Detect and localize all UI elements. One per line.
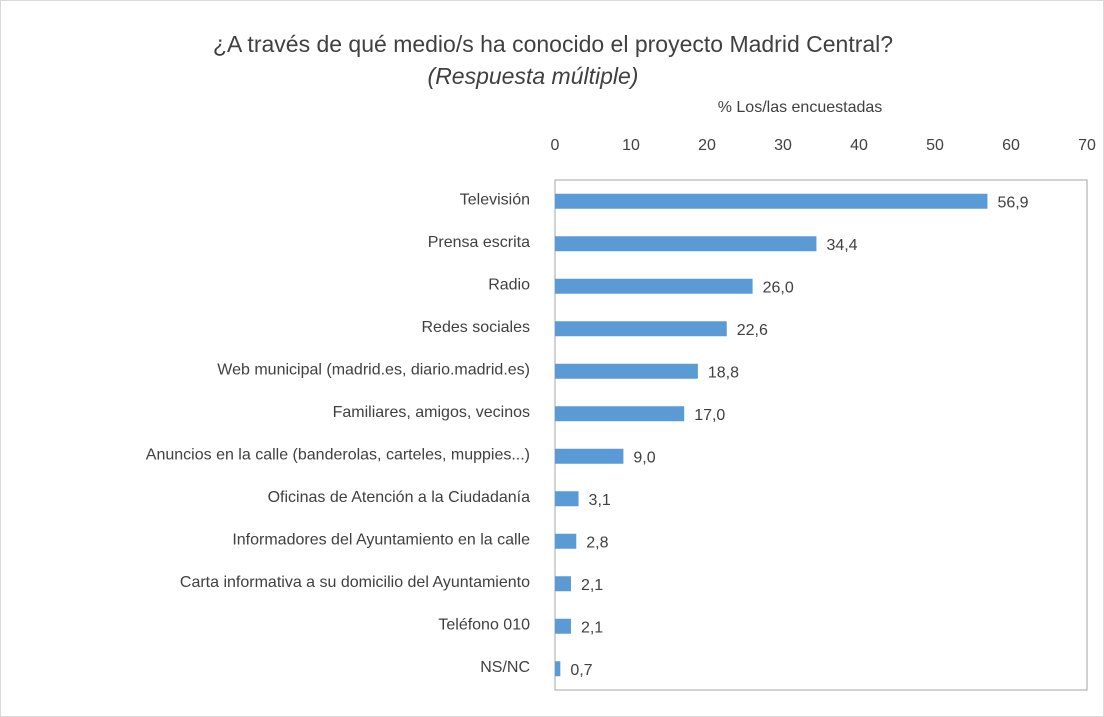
x-axis-title: % Los/las encuestadas [718, 99, 883, 116]
y-tick-label: Redes sociales [422, 319, 531, 336]
bar [555, 491, 579, 507]
y-tick-label: Carta informativa a su domicilio del Ayu… [180, 574, 530, 591]
data-label: 18,8 [708, 364, 739, 381]
x-tick-label: 70 [1078, 137, 1096, 154]
data-label: 9,0 [633, 449, 655, 466]
y-tick-label: Prensa escrita [428, 234, 530, 251]
x-tick-label: 60 [1002, 137, 1020, 154]
y-tick-label: Anuncios en la calle (banderolas, cartel… [146, 446, 530, 463]
x-tick-label: 10 [622, 137, 640, 154]
data-label: 56,9 [997, 194, 1028, 211]
chart-title: ¿A través de qué medio/s ha conocido el … [213, 31, 893, 57]
bar [555, 661, 561, 677]
y-tick-label: NS/NC [480, 659, 530, 676]
chart-subtitle: (Respuesta múltiple) [428, 63, 639, 89]
bar [555, 363, 698, 379]
y-tick-label: Radio [488, 276, 530, 293]
data-label: 2,1 [581, 577, 603, 594]
data-label: 3,1 [589, 492, 611, 509]
bar [555, 193, 988, 209]
y-tick-label: Televisión [460, 191, 530, 208]
x-tick-label: 20 [698, 137, 716, 154]
bar [555, 533, 577, 549]
data-label: 2,1 [581, 619, 603, 636]
x-tick-label: 40 [850, 137, 868, 154]
y-tick-label: Oficinas de Atención a la Ciudadanía [268, 489, 531, 506]
data-label: 26,0 [763, 279, 794, 296]
data-label: 22,6 [737, 322, 768, 339]
bar [555, 406, 685, 422]
data-label: 17,0 [694, 407, 725, 424]
bar [555, 278, 753, 294]
x-tick-label: 0 [551, 137, 560, 154]
y-tick-label: Teléfono 010 [438, 616, 530, 633]
data-label: 0,7 [570, 662, 592, 679]
bar [555, 618, 571, 634]
bar [555, 321, 727, 337]
y-tick-label: Informadores del Ayuntamiento en la call… [232, 531, 530, 548]
bar [555, 448, 624, 464]
data-label: 2,8 [586, 534, 608, 551]
data-label: 34,4 [826, 237, 857, 254]
bar [555, 576, 571, 592]
y-tick-label: Web municipal (madrid.es, diario.madrid.… [217, 361, 530, 378]
x-tick-label: 50 [926, 137, 944, 154]
y-tick-label: Familiares, amigos, vecinos [333, 404, 530, 421]
plot-area [554, 179, 1088, 691]
bar [555, 236, 817, 252]
x-tick-label: 30 [774, 137, 792, 154]
